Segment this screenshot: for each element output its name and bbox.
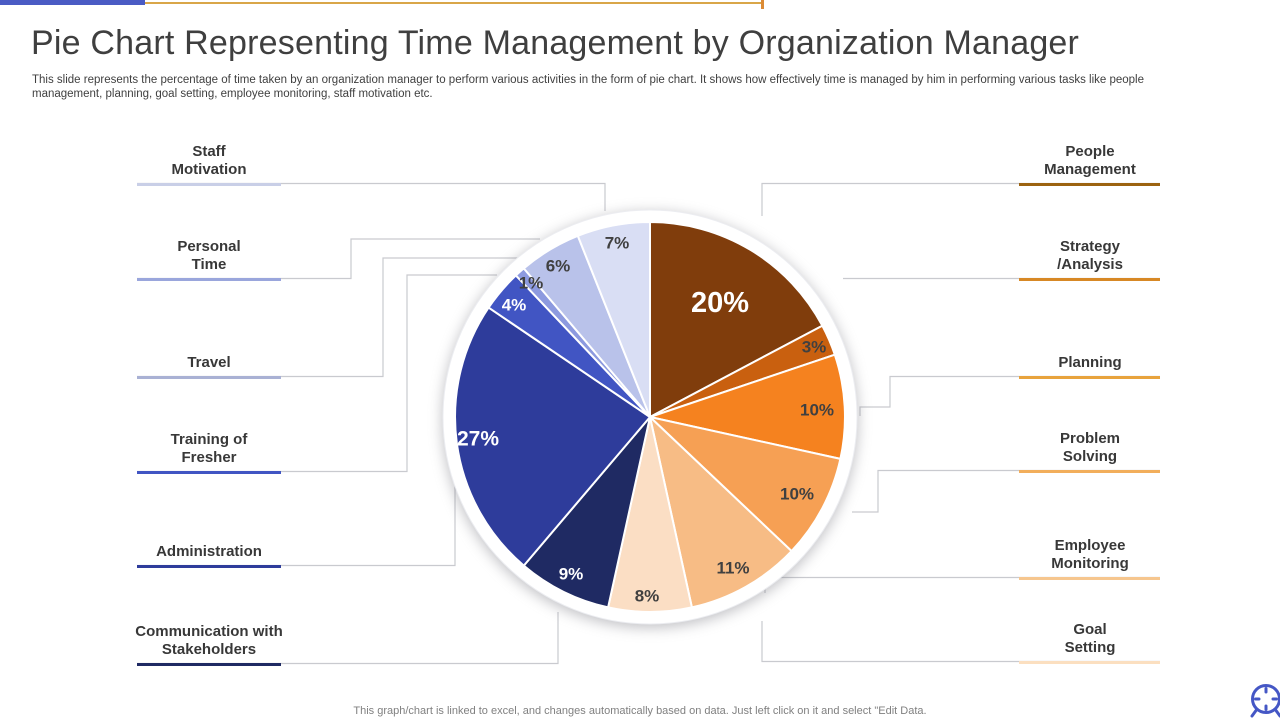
pie-label-communication-with-stakeholders: 9% [559,565,584,584]
callout-underline-training-of-fresher [137,471,281,474]
callout-label-employee-monitoring: Employee Monitoring [1051,537,1129,572]
leader-line-planning [859,375,1160,416]
callout-label-communication-with-stakeholders: Communication with Stakeholders [135,623,283,658]
clock-icon [1250,684,1280,718]
pie-label-travel: 1% [519,274,544,293]
callout-underline-staff-motivation [137,183,281,186]
pie-label-people-management: 20% [691,287,749,319]
page-title: Pie Chart Representing Time Management b… [31,24,1080,62]
callout-label-people-management: People Management [1044,143,1136,178]
footer-note: This graph/chart is linked to excel, and… [353,705,927,717]
callout-underline-planning [1019,376,1160,379]
pie-label-staff-motivation: 7% [605,234,630,253]
callout-underline-people-management [1019,183,1160,186]
leader-line-staff-motivation [137,182,606,211]
callout-label-administration: Administration [156,543,262,560]
callout-label-training-of-fresher: Training of Fresher [170,431,248,466]
top-accent-blue-bar [0,0,145,5]
pie-slice-communication-with-stakeholders[interactable] [522,416,651,609]
top-accent-tick [761,0,764,9]
pie-label-personal-time: 6% [546,257,571,276]
pie-slice-planning[interactable] [649,353,846,460]
pie-label-training-of-fresher: 4% [502,296,527,315]
pie-label-employee-monitoring: 11% [716,559,749,578]
callout-underline-problem-solving [1019,470,1160,473]
callout-underline-strategy-analysis [1019,278,1160,281]
top-accent-orange-line [145,2,761,4]
callout-label-strategy-analysis: Strategy /Analysis [1057,238,1123,273]
pie-label-goal-setting: 8% [635,587,660,606]
pie-slice-administration[interactable] [454,306,651,567]
callout-underline-goal-setting [1019,661,1160,664]
pie-label-administration: 27% [457,428,499,451]
callout-label-goal-setting: Goal Setting [1064,621,1116,656]
page-subtitle: This slide represents the percentage of … [32,74,1144,100]
callout-label-personal-time: Personal Time [177,238,241,273]
callout-underline-personal-time [137,278,281,281]
callout-label-staff-motivation: Staff Motivation [171,143,247,178]
pie-slice-staff-motivation[interactable] [576,220,651,418]
callout-label-travel: Travel [187,354,231,371]
callout-label-planning: Planning [1058,354,1122,371]
pie-label-strategy-analysis: 3% [802,338,827,357]
pie-label-planning: 10% [800,401,834,420]
callout-underline-travel [137,376,281,379]
pie-slice-problem-solving[interactable] [649,416,842,553]
callout-underline-employee-monitoring [1019,577,1160,580]
callout-underline-administration [137,565,281,568]
pie-slice-employee-monitoring[interactable] [649,416,793,609]
callout-label-problem-solving: Problem Solving [1059,430,1120,465]
pie-slice-people-management[interactable] [649,221,824,418]
callout-underline-communication-with-stakeholders [137,663,281,666]
pie-label-problem-solving: 10% [780,485,814,504]
